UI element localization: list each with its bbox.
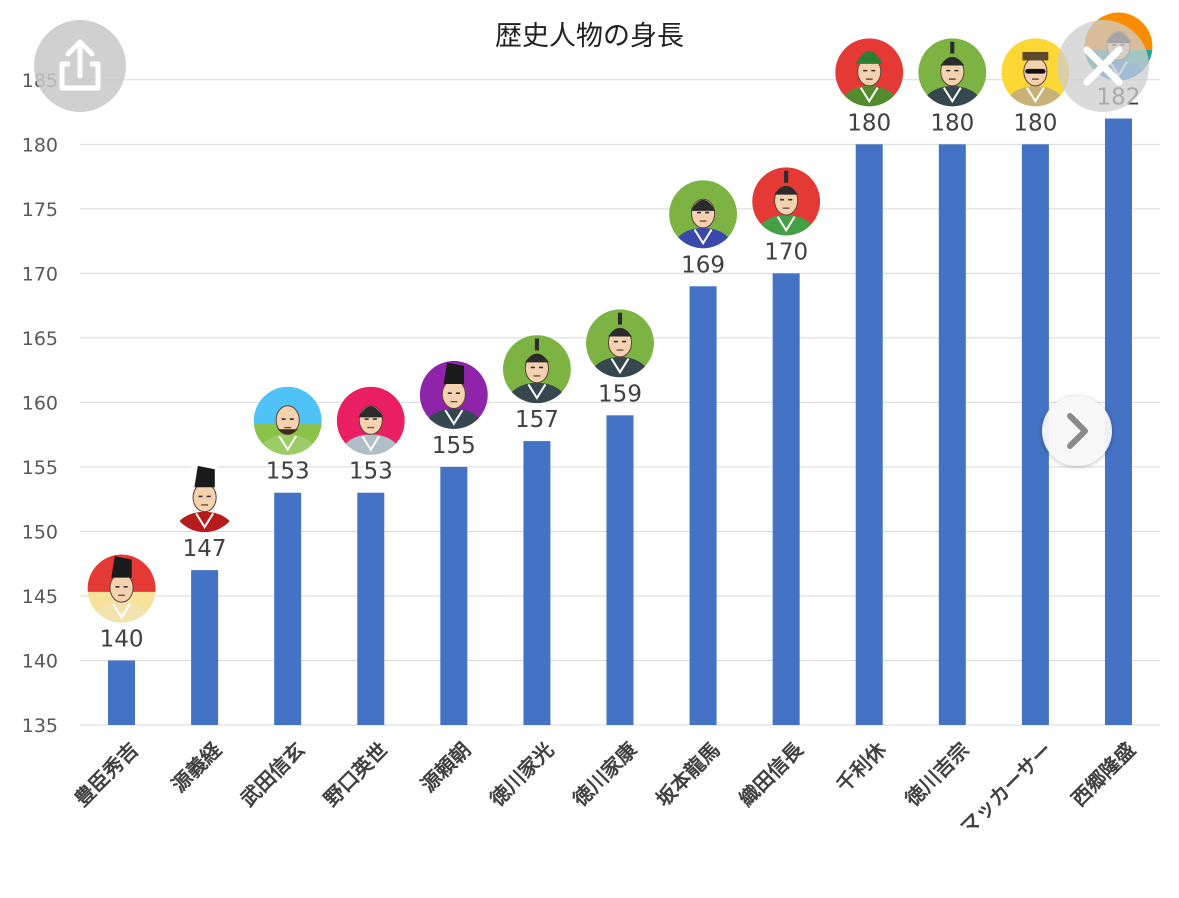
x-tick-label: 源頼朝 bbox=[416, 738, 475, 797]
data-label: 170 bbox=[764, 239, 808, 265]
close-icon bbox=[1083, 46, 1123, 86]
y-tick-label: 160 bbox=[22, 392, 58, 414]
next-button[interactable] bbox=[1042, 396, 1112, 466]
y-tick-label: 140 bbox=[22, 650, 58, 672]
y-tick-label: 175 bbox=[22, 199, 58, 221]
x-tick-label: 坂本龍馬 bbox=[651, 738, 725, 812]
data-label: 169 bbox=[681, 252, 725, 278]
x-tick-label: 豊臣秀吉 bbox=[70, 738, 144, 812]
bar bbox=[191, 570, 219, 725]
y-tick-label: 145 bbox=[22, 586, 58, 608]
portrait-icon bbox=[502, 335, 571, 404]
share-button[interactable] bbox=[34, 20, 126, 112]
x-tick-label: 野口英世 bbox=[319, 738, 393, 812]
data-label: 153 bbox=[349, 459, 393, 485]
y-tick-label: 170 bbox=[22, 263, 58, 285]
y-tick-label: 180 bbox=[22, 134, 58, 156]
share-icon bbox=[59, 39, 101, 91]
chevron-right-icon bbox=[1067, 413, 1088, 449]
bar bbox=[274, 492, 302, 725]
portrait-icon bbox=[835, 38, 904, 107]
data-label: 159 bbox=[598, 381, 642, 407]
bar bbox=[440, 466, 468, 725]
x-tick-label: 織田信長 bbox=[734, 737, 808, 811]
portrait-icon bbox=[586, 309, 654, 378]
portrait-icon bbox=[336, 386, 405, 455]
bar bbox=[689, 286, 717, 725]
x-tick-label: 千利休 bbox=[831, 737, 891, 797]
bar bbox=[772, 273, 800, 725]
x-tick-label: 武田信玄 bbox=[236, 738, 310, 812]
x-tick-label: 徳川家康 bbox=[567, 737, 642, 812]
portrait-icon bbox=[170, 464, 239, 533]
data-label: 147 bbox=[183, 536, 227, 562]
bar bbox=[357, 492, 385, 725]
data-label: 140 bbox=[100, 626, 144, 652]
x-tick-label: 西郷隆盛 bbox=[1066, 738, 1140, 812]
bar bbox=[108, 660, 136, 725]
data-label: 180 bbox=[847, 110, 891, 136]
portrait-icon bbox=[752, 167, 821, 236]
bar bbox=[523, 441, 551, 725]
portrait-icon bbox=[87, 554, 156, 623]
close-button[interactable] bbox=[1057, 20, 1149, 112]
portrait-icon bbox=[669, 180, 738, 249]
portrait-icon bbox=[918, 38, 987, 107]
data-label: 153 bbox=[266, 459, 310, 485]
x-tick-label: 徳川吉宗 bbox=[900, 738, 974, 812]
data-label: 180 bbox=[1013, 110, 1057, 136]
data-label: 155 bbox=[432, 433, 476, 459]
bar bbox=[855, 144, 883, 726]
data-label: 157 bbox=[515, 407, 559, 433]
chart-title: 歴史人物の身長 bbox=[495, 21, 684, 52]
x-tick-label: 源義経 bbox=[167, 737, 227, 797]
data-label: 180 bbox=[930, 110, 974, 136]
y-tick-label: 165 bbox=[22, 328, 58, 350]
x-tick-label: 徳川家光 bbox=[484, 738, 558, 812]
y-tick-label: 155 bbox=[22, 457, 58, 479]
portrait-icon bbox=[1001, 38, 1070, 107]
bar bbox=[938, 144, 966, 726]
bar bbox=[606, 415, 634, 725]
y-tick-label: 150 bbox=[22, 521, 58, 543]
portrait-icon bbox=[419, 360, 488, 429]
y-tick-label: 135 bbox=[22, 715, 58, 737]
